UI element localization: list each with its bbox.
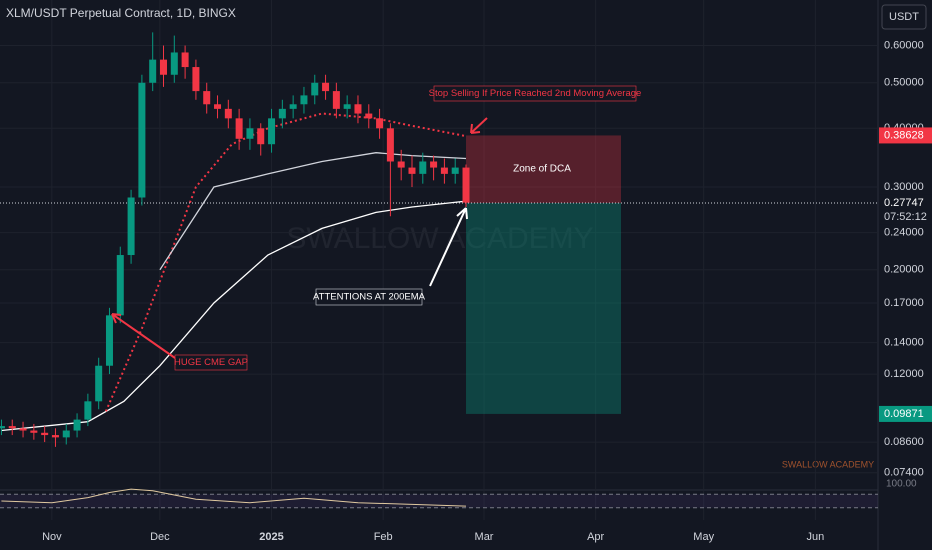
candle-body — [203, 91, 211, 105]
candle-body — [451, 167, 459, 174]
candle-body — [376, 118, 384, 129]
candle-body — [73, 419, 81, 431]
candle-body — [257, 128, 265, 145]
price-tag-label: 0.09871 — [884, 408, 924, 420]
x-tick-label: Dec — [150, 531, 170, 543]
y-tick-label: 0.17000 — [884, 297, 924, 309]
candle-body — [170, 52, 178, 75]
chart-title: XLM/USDT Perpetual Contract, 1D, BINGX — [6, 6, 236, 20]
candle-body — [41, 432, 49, 436]
candle-body — [278, 108, 286, 119]
annotation: ATTENTIONS AT 200EMA — [313, 292, 426, 303]
y-tick-label: 0.12000 — [884, 368, 924, 380]
candle-body — [149, 59, 157, 83]
candle-body — [62, 430, 70, 438]
candle-body — [105, 315, 113, 366]
candle-body — [268, 118, 276, 145]
candle-body — [0, 426, 5, 429]
countdown: 07:52:12 — [884, 211, 927, 223]
candle-body — [300, 95, 308, 105]
arrows — [111, 117, 488, 359]
y-tick-label: 0.50000 — [884, 77, 924, 89]
annotation-box — [315, 288, 423, 306]
x-tick-label: Mar — [475, 531, 494, 543]
candle-body — [419, 161, 427, 174]
y-tick-label: 0.60000 — [884, 39, 924, 51]
candle-body — [84, 401, 92, 420]
price-tag-label: 0.38628 — [884, 129, 924, 141]
moving-average — [104, 112, 467, 412]
x-tick-label: Feb — [374, 531, 393, 543]
y-tick-label: 0.24000 — [884, 226, 924, 238]
candle-body — [19, 428, 27, 431]
x-tick-label: Nov — [42, 531, 62, 543]
candle-body — [289, 104, 297, 109]
candle-body — [224, 108, 232, 119]
candle-body — [408, 167, 416, 174]
candle-body — [246, 128, 254, 139]
candle-body — [138, 82, 146, 198]
currency-box[interactable] — [881, 4, 927, 30]
annotation: Zone of DCA — [513, 164, 571, 175]
candle-body — [51, 435, 59, 438]
candle-body — [343, 104, 351, 109]
candle-body — [235, 118, 243, 139]
price-tag-label: 0.27747 — [884, 197, 924, 209]
candle-body — [181, 52, 189, 68]
moving-average — [1, 200, 467, 432]
plot — [0, 0, 878, 520]
annotation: Stop Selling If Price Reached 2nd Moving… — [429, 88, 642, 99]
rsi-band — [0, 494, 878, 508]
watermark: SWALLOW ACADEMY — [286, 222, 593, 255]
x-tick-label: Apr — [587, 531, 604, 543]
candle-body — [127, 197, 135, 256]
candle-body — [462, 167, 470, 203]
price-tag — [879, 405, 932, 422]
x-tick-label: 2025 — [259, 531, 283, 543]
rsi-line — [1, 488, 467, 507]
x-tick-label: Jun — [806, 531, 824, 543]
candle-body — [159, 59, 167, 75]
candle-body — [214, 104, 222, 109]
stop-zone — [466, 135, 622, 203]
candle-body — [192, 67, 200, 92]
candle-body — [95, 365, 103, 402]
rsi-top-label: 100.00 — [886, 479, 917, 490]
candle-body — [116, 255, 124, 316]
x-tick-label: May — [693, 531, 714, 543]
watermark-small: SWALLOW ACADEMY — [782, 459, 874, 469]
annotation: HUGE CME GAP — [174, 357, 248, 368]
y-tick-label: 0.08600 — [884, 436, 924, 448]
annotation-box — [433, 85, 637, 102]
candle-body — [322, 82, 330, 92]
y-tick-label: 0.07400 — [884, 467, 924, 479]
candle-body — [30, 430, 38, 433]
annotation-box — [174, 354, 248, 371]
candle-body — [386, 128, 394, 162]
candle-body — [397, 161, 405, 168]
y-tick-label: 0.20000 — [884, 264, 924, 276]
candle-body — [332, 91, 340, 109]
arrow — [470, 117, 488, 134]
price-tag — [879, 127, 932, 144]
arrow — [111, 313, 176, 359]
candle-body — [8, 426, 16, 429]
arrow — [429, 207, 468, 287]
y-tick-label: 0.14000 — [884, 337, 924, 349]
price-tag — [879, 194, 932, 225]
target-zone — [466, 202, 622, 414]
candle-body — [365, 113, 373, 119]
candle-body — [440, 167, 448, 174]
candle-body — [354, 104, 362, 114]
candle-body — [430, 161, 438, 168]
y-tick-label: 0.30000 — [884, 181, 924, 193]
candle-body — [311, 82, 319, 96]
currency[interactable]: USDT — [889, 11, 919, 23]
